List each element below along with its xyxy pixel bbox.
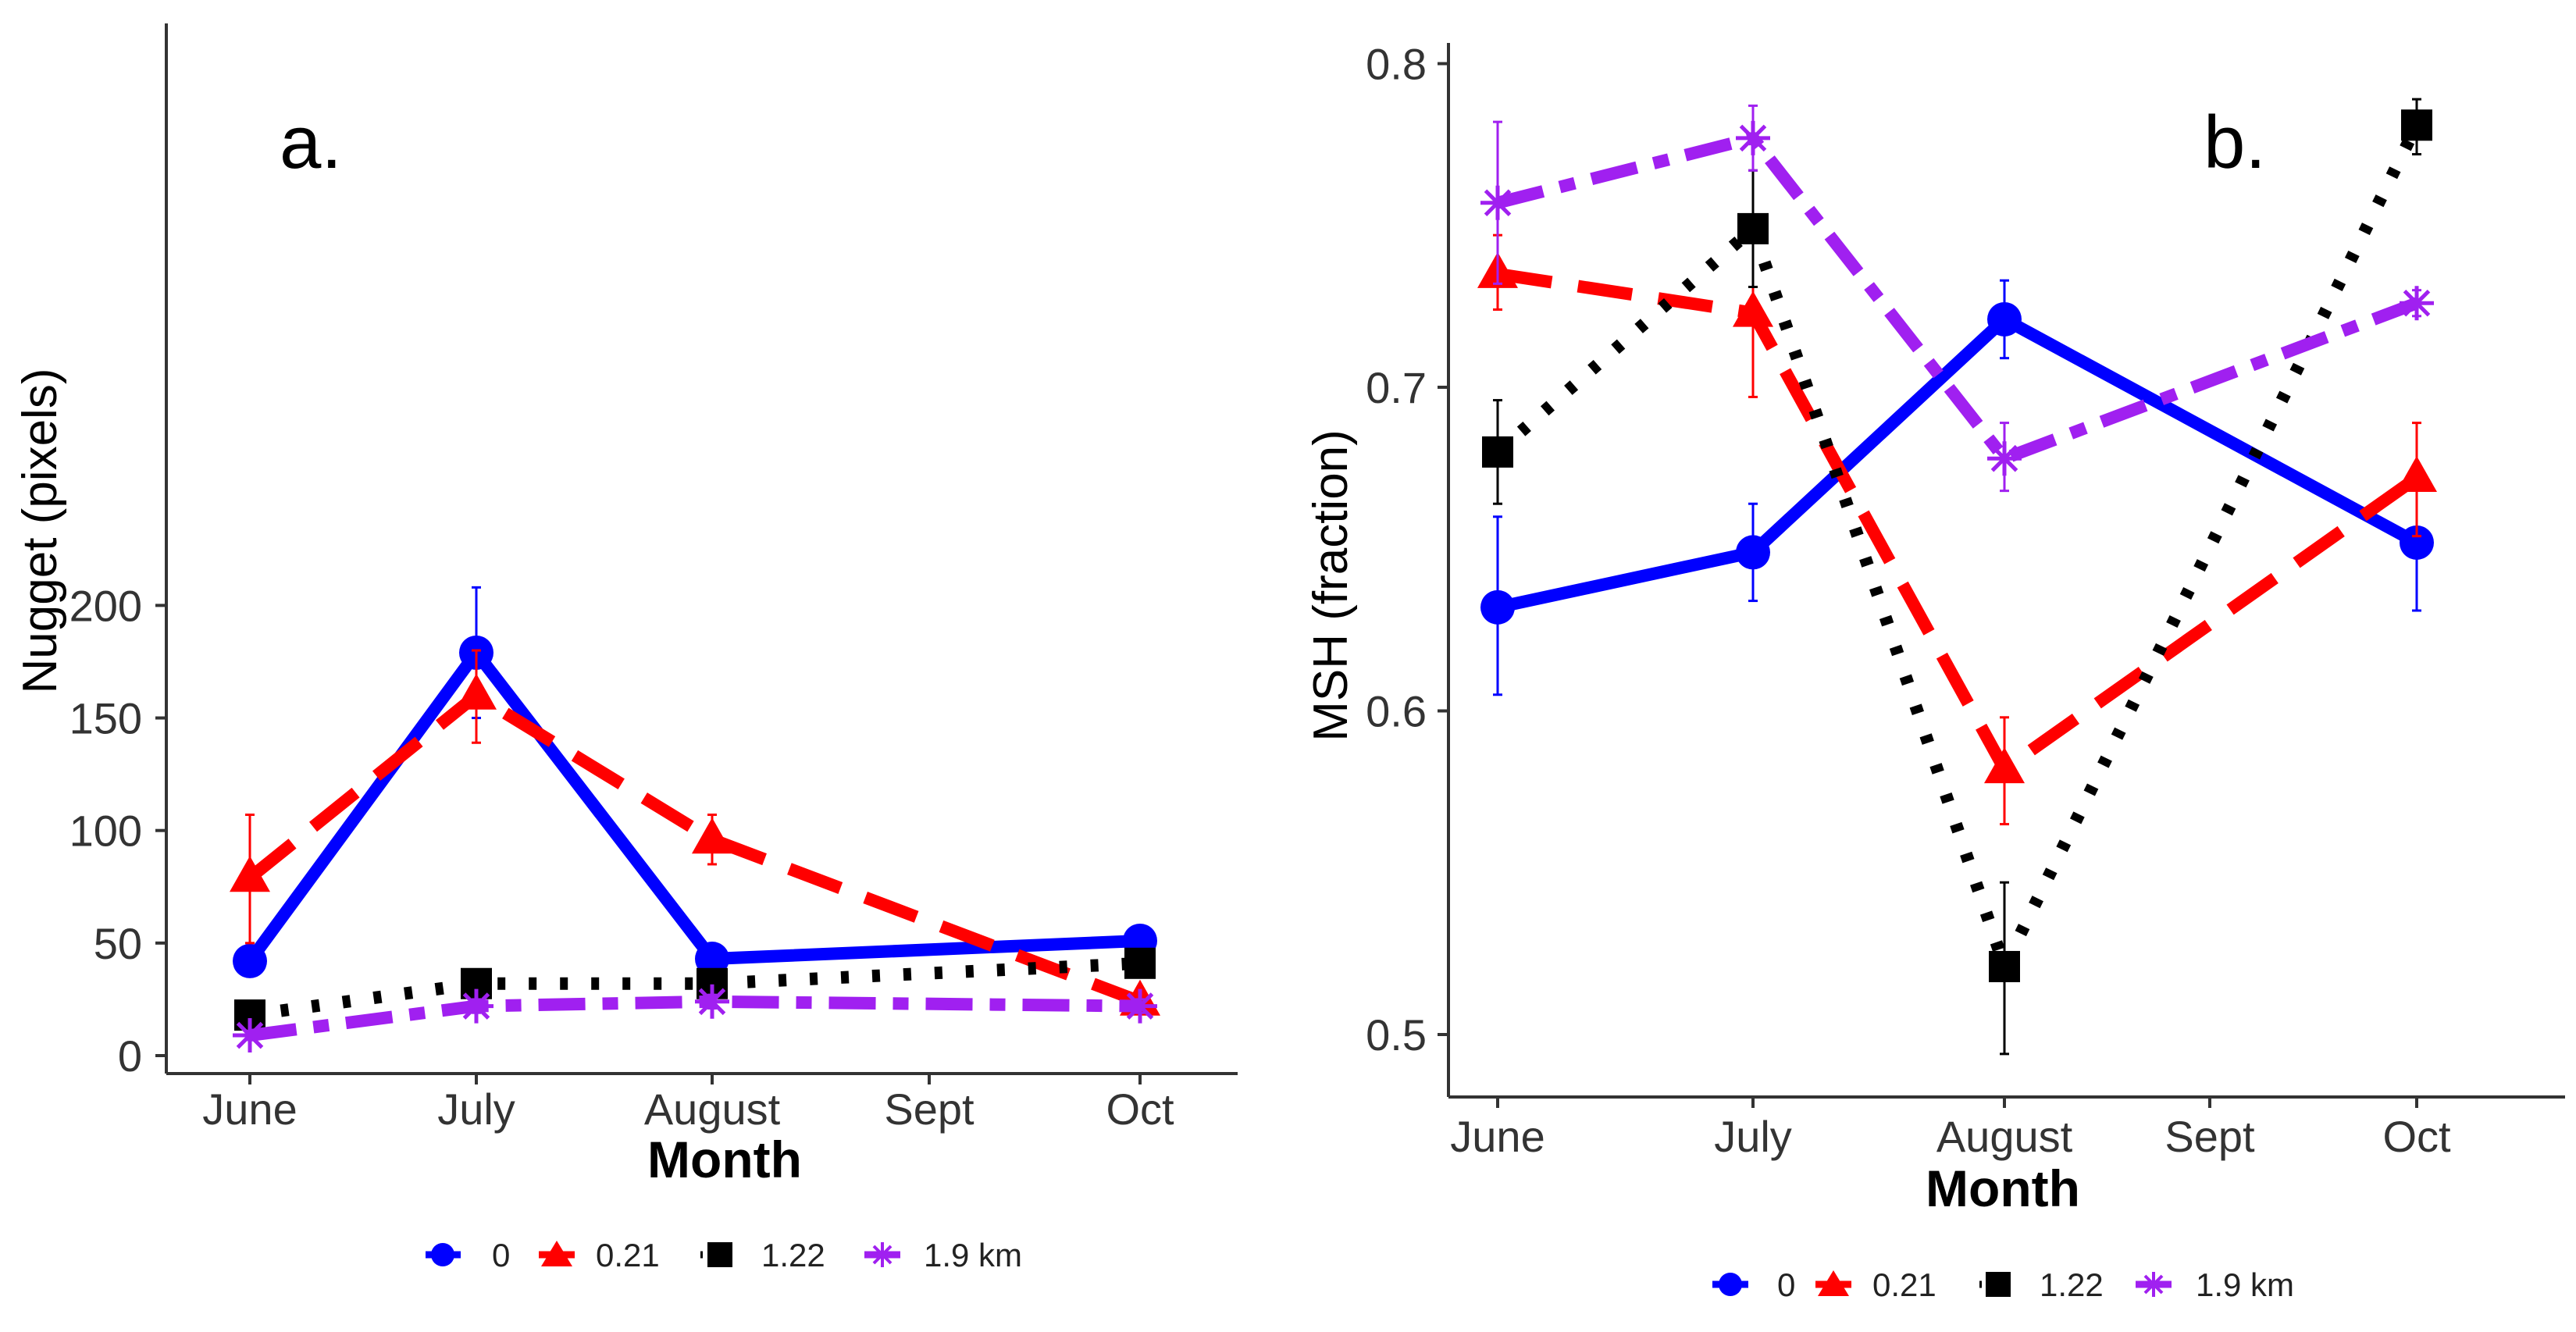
panel-b-legend-item-0: 0 [1712, 1266, 1795, 1303]
panel-a-x-tick-label: June [202, 1084, 297, 1134]
panel-b-x-tick-label: July [1714, 1112, 1792, 1161]
panel-b-data-point [1987, 301, 2022, 337]
panel-b-data-point [1480, 589, 1515, 625]
panel-a-data-point [459, 988, 493, 1024]
panel-b-legend-item-1.9km: 1.9 km [2136, 1266, 2294, 1303]
panel-b-y-tick-label: 0.8 [1366, 40, 1427, 89]
panel-a-data-point [695, 942, 729, 977]
panel-a-legend-item-0: 0 [426, 1237, 510, 1273]
legend-circle-marker-icon [431, 1243, 454, 1266]
panel-a-legend-item-0.21: 0.21 [539, 1237, 660, 1273]
panel-a-chart: a. Nugget (pixels) Month 0 0.21 1.22 [13, 23, 1238, 1273]
panel-a-legend-label-0.21: 0.21 [596, 1237, 660, 1273]
panel-a-data-point [233, 943, 267, 978]
panel-a-legend-label-1.22: 1.22 [761, 1237, 825, 1273]
panel-b-y-tick-label: 0.7 [1366, 363, 1427, 412]
panel-a-y-tick-label: 50 [94, 919, 142, 968]
panel-a-series-0.21 [230, 649, 1160, 1016]
panel-a-y-tick-label: 150 [69, 694, 142, 743]
panel-b-data-point [1736, 120, 1770, 155]
panel-b-series-line [1496, 268, 2421, 776]
panel-b-legend: 0 0.21 1.22 1.9 km [1712, 1266, 2294, 1303]
panel-a-data-point [695, 984, 729, 1019]
panel-a-series-line [248, 956, 1141, 1022]
panel-b-y-tick-label: 0.6 [1366, 687, 1427, 736]
panel-a-x-tick-label: Oct [1106, 1084, 1174, 1134]
panel-a-y-tick-label: 200 [69, 581, 142, 630]
panel-a-y-tick-label: 0 [118, 1031, 142, 1081]
panel-a-x-tick-label: July [437, 1084, 515, 1134]
panel-a-data-point [1123, 988, 1157, 1024]
panel-b-y-tick-label: 0.5 [1366, 1010, 1427, 1060]
panel-b-x-tick-label: Oct [2382, 1112, 2451, 1161]
legend-triangle-marker-icon [541, 1241, 572, 1266]
panel-a-letter: a. [280, 101, 342, 184]
legend-triangle-marker-icon [1818, 1270, 1849, 1296]
panel-b-y-axis-title: MSH (fraction) [1304, 429, 1358, 742]
panel-b-series-1.9km [1480, 104, 2434, 493]
panel-b-x-tick-label: August [1936, 1112, 2073, 1161]
panel-b-series-line [1493, 122, 2423, 973]
panel-a-x-axis-title: Month [647, 1131, 802, 1188]
panel-a-y-tick-label: 100 [69, 807, 142, 856]
panel-a-y-axis-title: Nugget (pixels) [13, 369, 67, 694]
panel-a-legend-item-1.9km: 1.9 km [864, 1237, 1022, 1273]
panel-b-series-line [1496, 131, 2419, 465]
panel-a-series-1.9km [233, 984, 1157, 1053]
panel-a-series-line [248, 995, 1141, 1042]
panel-b-data-point [1736, 535, 1770, 570]
panel-b-data-point [2400, 525, 2434, 560]
legend-circle-marker-icon [1719, 1273, 1742, 1296]
panel-b-series-0 [1480, 279, 2434, 696]
panel-b-series-0.21 [1477, 230, 2437, 826]
panel-b-letter: b. [2204, 101, 2266, 184]
legend-asterisk-marker-icon [2141, 1272, 2166, 1297]
panel-b-legend-label-1.22: 1.22 [2040, 1266, 2104, 1303]
panel-a-data-point [692, 817, 732, 854]
panel-a-data-point [230, 856, 270, 892]
panel-b-x-axis-title: Month [1926, 1159, 2080, 1217]
panel-b-x-tick-label: June [1450, 1112, 1545, 1161]
panel-a-legend: 0 0.21 1.22 1.9 km [426, 1237, 1022, 1273]
panel-b-data-point [1989, 950, 2020, 982]
panel-b-legend-label-0: 0 [1777, 1266, 1795, 1303]
panel-a-data-point [456, 673, 497, 710]
panel-b-legend-label-1.9km: 1.9 km [2196, 1266, 2294, 1303]
panel-a-legend-item-1.22: 1.22 [700, 1237, 825, 1273]
panel-b-legend-item-1.22: 1.22 [1979, 1266, 2104, 1303]
panel-b-series-1.22 [1482, 98, 2432, 1056]
panel-a-data-point [1124, 947, 1156, 979]
panel-a-legend-label-0: 0 [492, 1237, 510, 1273]
panel-b-data-point [1987, 441, 2022, 476]
panel-a-series-line [244, 646, 1146, 967]
legend-square-marker-icon [1986, 1272, 2011, 1297]
panel-b-legend-item-0.21: 0.21 [1815, 1266, 1936, 1303]
panel-b-data-point [2400, 286, 2434, 321]
panel-b-data-point [1482, 436, 1513, 468]
legend-square-marker-icon [707, 1242, 732, 1267]
panel-b-data-point [1480, 185, 1515, 220]
panel-b-data-point [1733, 290, 1773, 327]
panel-a-x-tick-label: August [644, 1084, 781, 1134]
panel-a-x-tick-label: Sept [884, 1084, 974, 1134]
panel-a-data-point [233, 1018, 267, 1053]
panel-a-series-line [245, 689, 1142, 1008]
panel-a-series-0 [233, 586, 1157, 978]
panel-b-data-point [1984, 747, 2025, 784]
panel-a-legend-label-1.9km: 1.9 km [924, 1237, 1022, 1273]
legend-asterisk-marker-icon [870, 1242, 895, 1267]
panel-b-legend-label-0.21: 0.21 [1872, 1266, 1936, 1303]
panel-b-x-tick-label: Sept [2164, 1112, 2255, 1161]
panel-b-chart: b. MSH (fraction) Month 0 0.21 1.22 [1304, 40, 2565, 1303]
panel-b-data-point [1737, 212, 1769, 244]
panel-b-data-point [2396, 456, 2437, 493]
panel-b-series-line [1491, 312, 2423, 614]
panel-b-data-point [2401, 109, 2432, 141]
